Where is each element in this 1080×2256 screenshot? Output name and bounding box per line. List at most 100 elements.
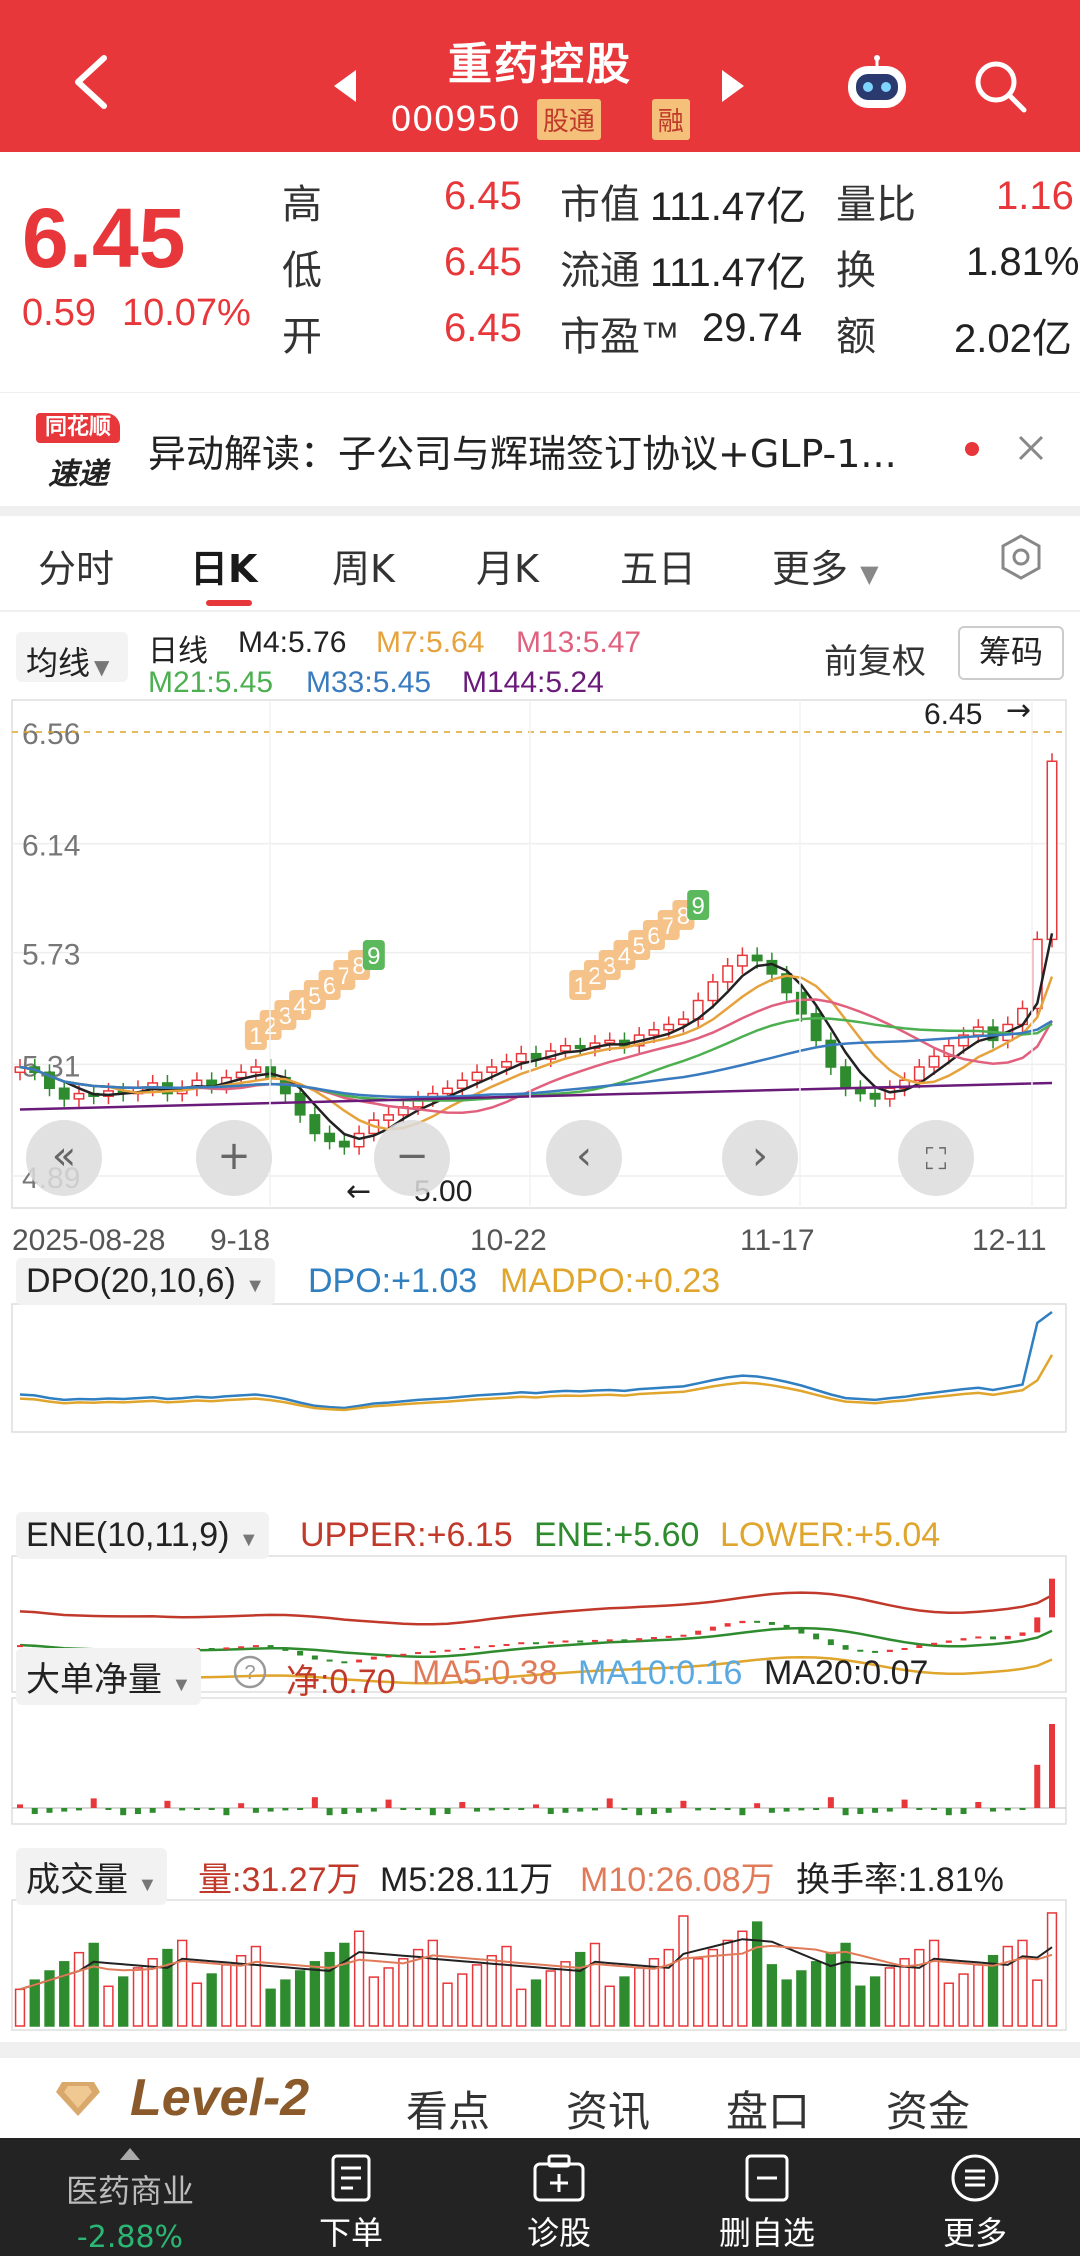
ene-candle: [1019, 1632, 1026, 1636]
fast-back-button[interactable]: «: [26, 1120, 102, 1196]
price-adjust-toggle[interactable]: 前复权: [824, 643, 926, 681]
arrow-left-icon: ←: [346, 1174, 371, 1209]
prev-stock-icon[interactable]: [334, 70, 356, 102]
td-count-label: 4: [293, 993, 306, 1020]
candle-body: [736, 954, 748, 967]
volume-bar: [309, 1961, 321, 2027]
volume-bar: [589, 1942, 601, 2027]
td-count-label: 1: [574, 973, 587, 1000]
tab-orderbook[interactable]: 盘口: [726, 2087, 811, 2136]
flow-bar: [650, 1808, 657, 1814]
news-ticker[interactable]: 同花顺 速递 异动解读：子公司与辉瑞签订协议+GLP-1...: [0, 392, 1080, 506]
fullscreen-button[interactable]: ⛶: [898, 1120, 974, 1196]
back-icon[interactable]: [68, 52, 112, 112]
ma-selector[interactable]: 均线 ▼: [16, 632, 128, 682]
scroll-right-button[interactable]: ›: [722, 1120, 798, 1196]
dpo-selector[interactable]: DPO(20,10,6) ▼: [16, 1258, 276, 1305]
settings-gear-icon[interactable]: [998, 534, 1044, 580]
volume-bar: [29, 1979, 40, 2027]
flow-bar: [842, 1808, 849, 1816]
flow-bar: [680, 1800, 687, 1808]
ene-selector-label: ENE(10,11,9): [26, 1516, 230, 1554]
flow-bar: [46, 1808, 53, 1813]
close-icon[interactable]: [1014, 431, 1048, 465]
news-headline[interactable]: 异动解读：子公司与辉瑞签订协议+GLP-1...: [148, 432, 897, 476]
ma-selector-label: 均线: [26, 644, 91, 682]
ene-candle: [17, 1645, 23, 1648]
dpo-value: DPO:+1.03: [308, 1262, 478, 1300]
candle-body: [515, 1052, 527, 1063]
sector-info[interactable]: 医药商业 -2.88%: [40, 2148, 220, 2255]
tab-more[interactable]: 更多 ▼: [772, 538, 879, 593]
flow-bar: [459, 1802, 466, 1808]
flow-bar: [267, 1808, 274, 1812]
search-icon[interactable]: [970, 56, 1030, 116]
flow-bar: [827, 1797, 834, 1808]
ene-candle: [827, 1639, 834, 1646]
td-count-label: 7: [338, 963, 351, 990]
order-label: 下单: [318, 2214, 383, 2252]
chart-area: 均线 ▼ 日线 M4:5.76 M7:5.64 M13:5.47 M21:5.45…: [0, 612, 1080, 2042]
ene-candle: [798, 1628, 805, 1634]
next-stock-icon[interactable]: [722, 70, 744, 102]
flow-bar: [415, 1808, 422, 1810]
scroll-left-button[interactable]: ‹: [546, 1120, 622, 1196]
flow-bar: [636, 1808, 643, 1816]
volume-bar: [368, 1976, 380, 2027]
zoom-out-button[interactable]: −: [374, 1120, 450, 1196]
volume-bar: [958, 1973, 969, 2027]
volume-bar: [486, 1954, 497, 2027]
volume-bar: [427, 1939, 438, 2027]
candle-body: [353, 1132, 365, 1148]
tab-capital[interactable]: 资金: [886, 2087, 971, 2136]
tab-weekly-k[interactable]: 周K: [332, 547, 395, 591]
bottom-action-bar: 医药商业 -2.88% 下单 诊股 删自选 更多: [0, 2138, 1080, 2256]
flow-bar: [1034, 1764, 1041, 1808]
level2-title[interactable]: Level-2: [130, 2069, 310, 2127]
ene-candle: [400, 1653, 407, 1656]
ene-candle: [415, 1652, 422, 1655]
zoom-in-button[interactable]: +: [196, 1120, 272, 1196]
ene-candle: [768, 1622, 775, 1625]
ma-m4: M4:5.76: [238, 626, 347, 659]
ene-candle: [872, 1650, 879, 1653]
candle-body: [324, 1132, 336, 1143]
volume-bar: [796, 1970, 807, 2027]
tab-highlights[interactable]: 看点: [406, 2087, 491, 2136]
kline-chart[interactable]: 6.566.145.735.314.896.45→←5.001234567891…: [0, 612, 1080, 2042]
ene-candle: [297, 1650, 304, 1656]
flow-bar: [783, 1808, 790, 1812]
tab-intraday[interactable]: 分时: [38, 547, 115, 591]
madpo-value: MADPO:+0.23: [500, 1262, 721, 1300]
candle-body: [663, 1023, 675, 1031]
flow-bar: [577, 1808, 584, 1812]
flow-bar: [208, 1808, 215, 1810]
remove-watchlist-label: 删自选: [718, 2214, 815, 2252]
remove-watchlist-button[interactable]: 删自选: [692, 2152, 842, 2254]
order-button[interactable]: 下单: [276, 2152, 426, 2254]
assistant-robot-icon[interactable]: [842, 54, 912, 114]
candle-body: [486, 1066, 498, 1074]
flow-selector[interactable]: 大单净量 ▼: [16, 1648, 202, 1705]
help-icon[interactable]: ?: [232, 1654, 268, 1690]
ene-candle: [945, 1640, 952, 1643]
flow-bar: [768, 1808, 775, 1813]
volume-bar: [162, 1948, 173, 2027]
ene-candle: [326, 1659, 333, 1662]
ene-candle: [606, 1639, 613, 1642]
stock-name: 重药控股: [448, 39, 632, 90]
diamond-icon: [56, 2082, 100, 2116]
volume-selector[interactable]: 成交量 ▼: [16, 1848, 168, 1905]
tab-monthly-k[interactable]: 月K: [476, 547, 539, 591]
volume-bar: [442, 1982, 453, 2027]
ene-selector[interactable]: ENE(10,11,9) ▼: [16, 1512, 269, 1559]
tab-daily-k[interactable]: 日K: [190, 547, 258, 591]
more-button[interactable]: 更多: [900, 2152, 1050, 2254]
tab-five-day[interactable]: 五日: [620, 547, 697, 591]
tab-info[interactable]: 资讯: [566, 2087, 651, 2136]
flow-bar: [297, 1808, 304, 1810]
volume-bar: [103, 1985, 114, 2027]
diagnose-button[interactable]: 诊股: [484, 2152, 634, 2254]
chips-button[interactable]: 筹码: [958, 626, 1064, 680]
turnover-rate-label: 换手率:1.81%: [796, 1852, 1004, 1901]
